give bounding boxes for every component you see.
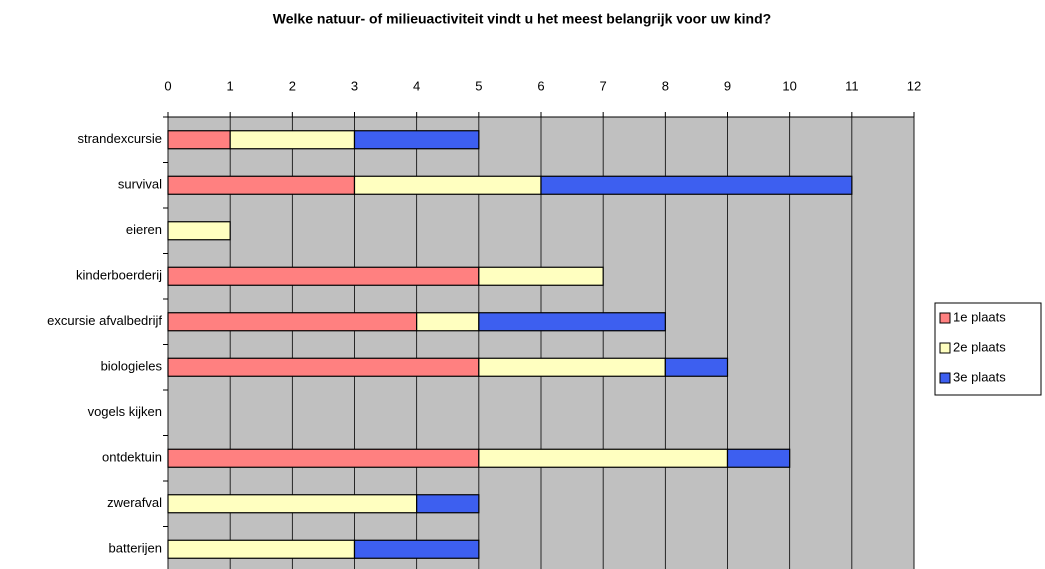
legend-box	[934, 302, 1042, 396]
legend-swatch	[939, 312, 951, 324]
bar-segment	[416, 312, 480, 332]
x-tick-label: 2	[289, 78, 296, 93]
x-tick-label: 9	[724, 78, 731, 93]
x-tick-label: 4	[413, 78, 420, 93]
y-tick-label: ontdektuin	[102, 450, 162, 465]
bar-segment	[478, 312, 666, 332]
x-tick-label: 5	[475, 78, 482, 93]
bar-segment	[167, 312, 418, 332]
bar-segment	[167, 357, 480, 377]
x-tick-label: 11	[845, 78, 859, 93]
y-tick-label: survival	[118, 177, 162, 192]
chart-title: Welke natuur- of milieuactiviteit vindt …	[273, 11, 771, 27]
y-tick-label: kinderboerderij	[76, 268, 162, 283]
legend-label: 1e plaats	[953, 309, 1006, 324]
x-tick-label: 7	[600, 78, 607, 93]
y-tick-label: strandexcursie	[77, 131, 162, 146]
x-tick-label: 12	[907, 78, 921, 93]
bar-segment	[726, 448, 791, 468]
x-tick-label: 6	[537, 78, 544, 93]
bar-segment	[664, 357, 729, 377]
bar-segment	[167, 448, 480, 468]
y-tick-label: biologieles	[101, 359, 163, 374]
x-tick-label: 8	[662, 78, 669, 93]
bar-segment	[478, 266, 604, 286]
bar-segment	[167, 494, 418, 514]
y-tick-label: excursie afvalbedrijf	[47, 313, 162, 328]
bar-segment	[353, 539, 480, 559]
bar-segment	[229, 130, 356, 150]
legend-swatch	[939, 342, 951, 354]
x-tick-label: 3	[351, 78, 358, 93]
x-tick-label: 1	[227, 78, 234, 93]
bar-segment	[167, 221, 231, 241]
y-tick-label: eieren	[126, 222, 162, 237]
bar-segment	[167, 266, 480, 286]
y-tick-label: batterijen	[109, 541, 162, 556]
bar-segment	[478, 448, 729, 468]
bar-segment	[167, 175, 356, 195]
x-tick-label: 10	[782, 78, 796, 93]
legend-label: 2e plaats	[953, 339, 1006, 354]
legend-label: 3e plaats	[953, 369, 1006, 384]
legend-swatch	[939, 372, 951, 384]
y-tick-label: vogels kijken	[88, 404, 162, 419]
y-tick-label: zwerafval	[107, 495, 162, 510]
bar-segment	[540, 175, 853, 195]
x-tick-label: 0	[164, 78, 171, 93]
bar-segment	[353, 175, 542, 195]
bar-segment	[167, 539, 356, 559]
bar-segment	[478, 357, 666, 377]
bar-segment	[167, 130, 231, 150]
bar-segment	[353, 130, 480, 150]
bar-segment	[416, 494, 480, 514]
